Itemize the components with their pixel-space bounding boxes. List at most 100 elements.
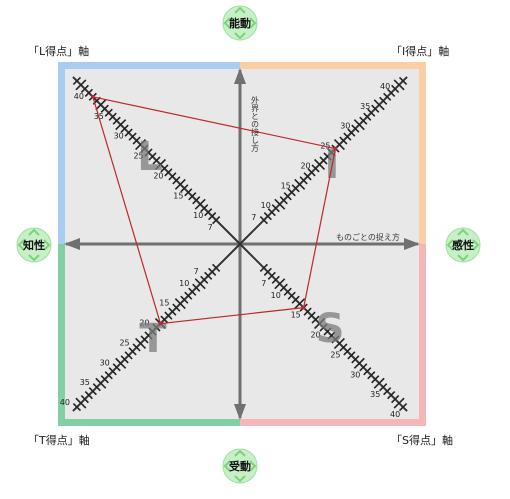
badge-top: 能動 <box>222 5 258 41</box>
score-point-l <box>91 95 95 99</box>
tick-i-17 <box>303 172 312 181</box>
tick-label-t-25: 25 <box>119 338 129 347</box>
tick-t-21 <box>152 323 161 332</box>
tick-i-19 <box>311 164 320 173</box>
tick-s-13 <box>287 291 296 300</box>
tick-t-37 <box>88 387 97 396</box>
horizontal-axis-title: ものごとの捉え方 <box>336 232 400 242</box>
tick-t-18 <box>164 311 173 320</box>
tick-s-6 <box>259 263 268 272</box>
tick-s-19 <box>311 315 320 324</box>
tick-t-28 <box>124 351 133 360</box>
tick-i-37 <box>383 92 392 101</box>
tick-l-11 <box>192 196 201 205</box>
tick-l-31 <box>112 116 121 125</box>
tick-t-8 <box>204 271 213 280</box>
badge-left: 知性 <box>16 227 52 263</box>
tick-l-14 <box>180 184 189 193</box>
score-point-s <box>301 305 306 310</box>
tick-t-19 <box>160 315 169 324</box>
tick-s-26 <box>339 343 348 352</box>
tick-i-18 <box>307 168 316 177</box>
badge-right-chevron-3 <box>472 239 480 251</box>
tick-i-38 <box>387 88 396 97</box>
tick-t-22 <box>148 327 157 336</box>
tick-i-15 <box>294 178 306 190</box>
tick-t-9 <box>200 275 209 284</box>
frame-right-bottom <box>419 244 426 426</box>
tick-s-40 <box>393 397 405 409</box>
badge-right-chevron-0 <box>457 228 469 236</box>
tick-l-38 <box>84 88 93 97</box>
tick-label-s-35: 35 <box>370 390 380 399</box>
tick-i-39 <box>391 84 400 93</box>
tick-l-39 <box>80 84 89 93</box>
badge-right-circle <box>445 227 481 263</box>
tick-t-14 <box>180 295 189 304</box>
frame-bottom-left <box>58 419 240 426</box>
badge-bottom-chevron-0 <box>234 449 246 457</box>
tick-label-s-7: 7 <box>261 279 266 288</box>
tick-s-12 <box>283 287 292 296</box>
tick-l-19 <box>160 164 169 173</box>
tick-s-9 <box>271 275 280 284</box>
tick-l-32 <box>108 112 117 121</box>
tick-i-34 <box>371 104 380 113</box>
tick-i-20 <box>314 158 326 170</box>
tick-s-39 <box>391 395 400 404</box>
tick-label-i-10: 10 <box>261 201 271 210</box>
tick-t-15 <box>174 298 186 310</box>
tick-t-31 <box>112 363 121 372</box>
tick-s-38 <box>387 391 396 400</box>
tick-t-32 <box>108 367 117 376</box>
tick-l-15 <box>174 178 186 190</box>
tick-label-i-30: 30 <box>340 122 350 131</box>
tick-l-33 <box>104 108 113 117</box>
tick-i-7 <box>263 212 272 221</box>
tick-i-28 <box>347 128 356 137</box>
tick-t-27 <box>128 347 137 356</box>
tick-t-39 <box>80 395 89 404</box>
tick-t-25 <box>135 337 147 349</box>
tick-l-40 <box>75 79 87 91</box>
tick-label-t-35: 35 <box>80 378 90 387</box>
badge-right-chevron-1 <box>457 254 469 262</box>
frame-top-left <box>58 62 240 69</box>
tick-s-41 <box>398 402 408 412</box>
badge-bottom-chevron-3 <box>249 460 257 472</box>
tick-t-11 <box>192 283 201 292</box>
tick-s-27 <box>343 347 352 356</box>
badge-top-label: 能動 <box>229 16 251 30</box>
tick-l-16 <box>172 176 181 185</box>
tick-l-21 <box>152 156 161 165</box>
tick-t-40 <box>75 397 87 409</box>
tick-i-30 <box>353 119 365 131</box>
tick-i-40 <box>393 79 405 91</box>
score-point-t <box>158 321 163 326</box>
tick-t-24 <box>140 335 149 344</box>
quadrant-letter-s: S <box>316 306 345 352</box>
tick-s-7 <box>263 267 272 276</box>
frame-top-right <box>240 62 426 69</box>
arrow-down <box>234 404 246 420</box>
badge-left-circle <box>16 227 52 263</box>
corner-label-top-left: 「L得点」軸 <box>28 45 90 58</box>
tick-s-24 <box>331 335 340 344</box>
badge-top-chevron-0 <box>234 6 246 14</box>
tick-i-12 <box>283 192 292 201</box>
tick-s-10 <box>274 278 286 290</box>
tick-i-32 <box>363 112 372 121</box>
tick-s-11 <box>279 283 288 292</box>
tick-l-27 <box>128 132 137 141</box>
badge-top-chevron-1 <box>234 32 246 40</box>
tick-i-8 <box>267 208 276 217</box>
badge-right-chevron-2 <box>446 239 454 251</box>
tick-t-26 <box>132 343 141 352</box>
tick-s-28 <box>347 351 356 360</box>
tick-i-33 <box>367 108 376 117</box>
tick-label-l-25: 25 <box>133 152 143 161</box>
tick-l-12 <box>188 192 197 201</box>
tick-s-15 <box>294 298 306 310</box>
tick-i-13 <box>287 188 296 197</box>
